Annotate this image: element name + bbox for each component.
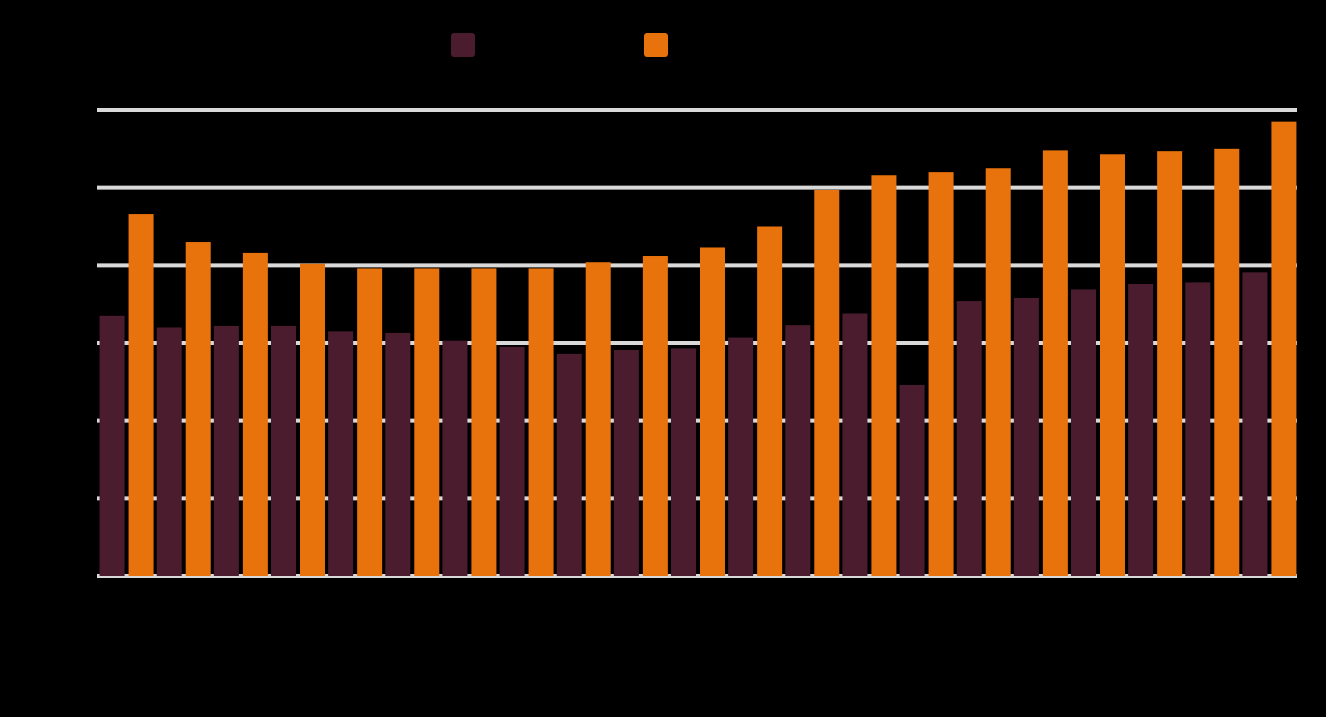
bar-series2-20 <box>1214 148 1240 577</box>
bar-series2-7 <box>471 268 497 576</box>
bar-series2-15 <box>928 172 954 576</box>
bar-series2-21 <box>1271 121 1297 577</box>
bar-series1-16 <box>956 301 982 576</box>
bar-series1-10 <box>613 349 639 576</box>
legend-swatch-series2 <box>644 33 668 57</box>
bar-series2-12 <box>757 226 783 576</box>
bar-series2-3 <box>242 252 268 576</box>
bar-series1-1 <box>99 315 125 576</box>
bar-series2-4 <box>300 263 325 576</box>
gridlines <box>97 108 1297 578</box>
legend-swatch-series1 <box>451 33 475 57</box>
bar-series1-5 <box>328 331 354 576</box>
bar-series2-10 <box>642 256 668 576</box>
bar-series2-6 <box>414 268 440 576</box>
legend <box>451 33 668 57</box>
bar-series2-18 <box>1100 154 1125 576</box>
bar-series1-17 <box>1013 297 1039 576</box>
bar-series1-4 <box>271 325 296 576</box>
bar-series2-19 <box>1157 151 1183 576</box>
bar-series2-11 <box>700 247 725 576</box>
bar-series1-2 <box>156 327 182 576</box>
bar-series1-14 <box>842 313 868 576</box>
bar-series1-6 <box>385 332 411 576</box>
bar-series2-2 <box>185 242 211 577</box>
bar-series2-1 <box>128 214 154 576</box>
bar-series2-16 <box>985 168 1011 576</box>
bar-series2-5 <box>357 268 383 576</box>
bar-series1-8 <box>499 346 525 576</box>
bar-series2-8 <box>528 268 554 576</box>
bar-series1-20 <box>1185 282 1211 576</box>
bar-series1-11 <box>671 348 696 576</box>
bar-series1-12 <box>728 337 754 576</box>
bars <box>99 121 1297 577</box>
bar-series1-9 <box>556 353 582 576</box>
bar-series1-21 <box>1242 272 1268 576</box>
bar-series2-13 <box>814 189 840 576</box>
bar-series1-7 <box>442 340 468 576</box>
bar-series1-3 <box>213 325 239 576</box>
bar-series1-19 <box>1128 283 1154 576</box>
bar-series2-17 <box>1042 150 1068 577</box>
bar-series2-14 <box>871 175 897 577</box>
bar-series2-9 <box>585 262 611 576</box>
bar-series1-18 <box>1071 289 1096 576</box>
bar-series1-13 <box>785 325 811 576</box>
bar-series1-15 <box>899 384 925 576</box>
